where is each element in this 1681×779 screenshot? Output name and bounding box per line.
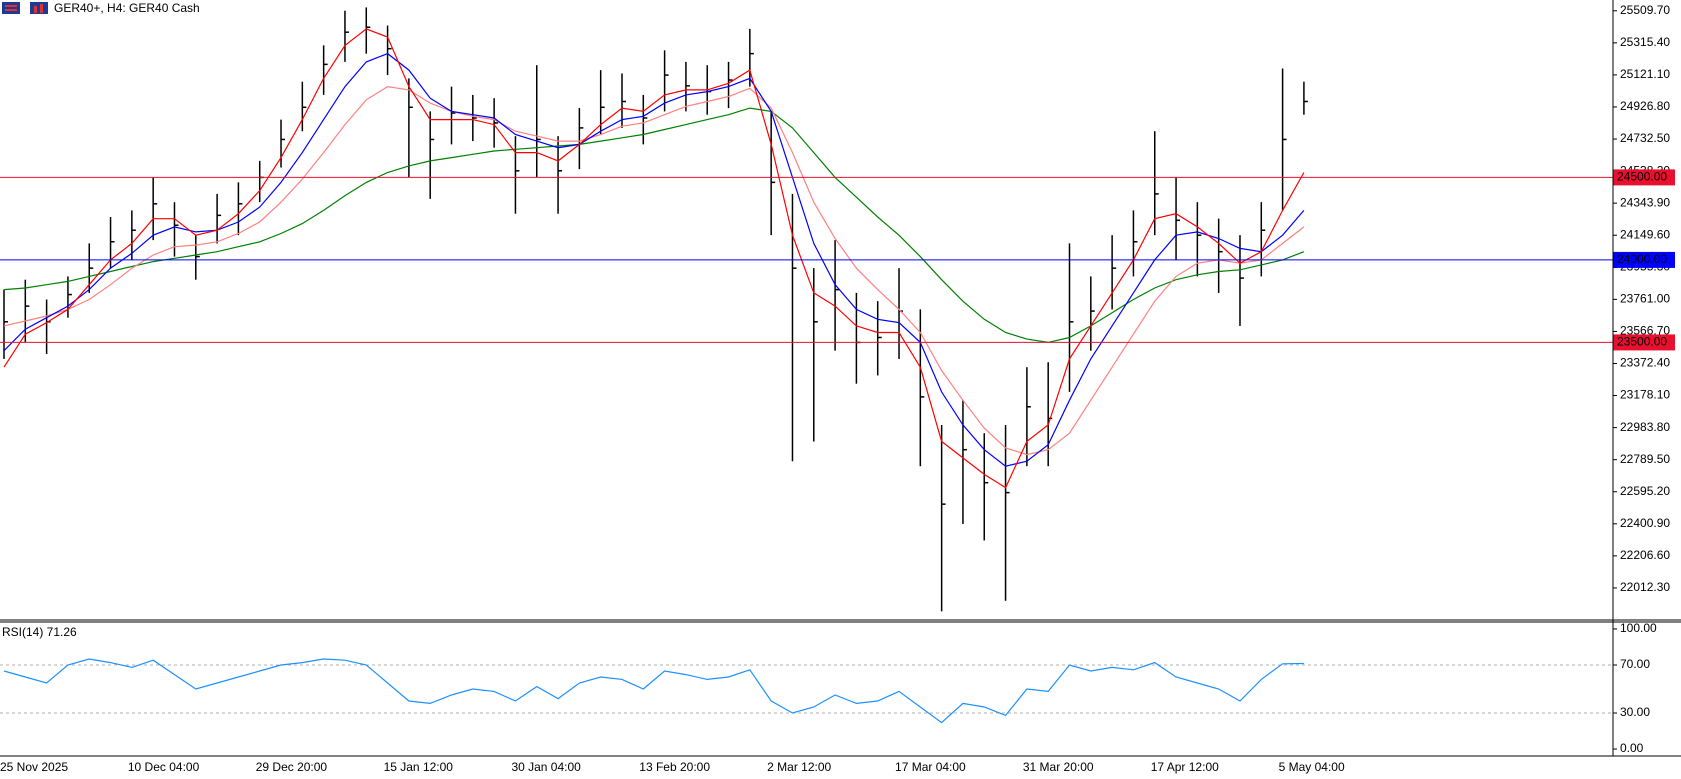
- y-tick-label: 25315.40: [1620, 35, 1670, 49]
- x-tick-label: 2 Mar 12:00: [767, 760, 831, 774]
- level-label: 24500.00: [1617, 170, 1667, 184]
- icon: [5, 9, 17, 11]
- x-tick-label: 17 Mar 04:00: [895, 760, 966, 774]
- y-tick-label: 100.00: [1620, 621, 1657, 635]
- y-tick-label: 25121.10: [1620, 67, 1670, 81]
- line-series: [3, 28, 1305, 489]
- icon: [2, 2, 20, 14]
- y-tick-label: 22012.30: [1620, 580, 1670, 594]
- level-label: 24000.00: [1617, 252, 1667, 266]
- line-series: [3, 52, 1305, 467]
- line-series: [3, 107, 1305, 344]
- x-tick-label: 13 Feb 20:00: [639, 760, 710, 774]
- y-tick-label: 30.00: [1620, 705, 1650, 719]
- y-tick-label: 24149.60: [1620, 227, 1670, 241]
- x-tick-label: 30 Jan 04:00: [511, 760, 581, 774]
- y-tick-label: 23761.00: [1620, 292, 1670, 306]
- y-tick-label: 24343.90: [1620, 195, 1670, 209]
- level-label-box: [1613, 251, 1675, 268]
- y-tick-label: 25509.70: [1620, 3, 1670, 17]
- y-tick-label: 24926.80: [1620, 99, 1670, 113]
- header-icons: [2, 2, 48, 14]
- icon: [30, 2, 48, 14]
- line-series: [3, 85, 1305, 456]
- y-tick-label: 22400.90: [1620, 516, 1670, 530]
- y-tick-label: 0.00: [1620, 741, 1644, 755]
- x-tick-label: 5 May 04:00: [1279, 760, 1345, 774]
- x-tick-label: 15 Jan 12:00: [384, 760, 454, 774]
- x-tick-label: 31 Mar 20:00: [1023, 760, 1094, 774]
- y-tick-label: 23372.40: [1620, 356, 1670, 370]
- chart-title: GER40+, H4: GER40 Cash: [54, 1, 200, 15]
- y-tick-label: 70.00: [1620, 657, 1650, 671]
- line-series: [3, 658, 1304, 724]
- x-tick-label: 25 Nov 2025: [0, 760, 68, 774]
- level-label-box: [1613, 334, 1675, 351]
- y-tick-label: 22789.50: [1620, 452, 1670, 466]
- y-tick-label: 24732.50: [1620, 131, 1670, 145]
- x-tick-label: 29 Dec 20:00: [256, 760, 328, 774]
- level-label-box: [1613, 169, 1675, 186]
- y-tick-label: 22983.80: [1620, 420, 1670, 434]
- icon: [34, 6, 37, 13]
- y-tick-label: 22206.60: [1620, 548, 1670, 562]
- x-tick-label: 17 Apr 12:00: [1151, 760, 1219, 774]
- level-label: 23500.00: [1617, 335, 1667, 349]
- y-tick-label: 23178.10: [1620, 388, 1670, 402]
- icon: [5, 5, 17, 7]
- rsi-title: RSI(14) 71.26: [2, 625, 77, 639]
- x-tick-label: 10 Dec 04:00: [128, 760, 200, 774]
- y-tick-label: 23566.70: [1620, 324, 1670, 338]
- icon: [40, 4, 43, 13]
- y-tick-label: 22595.20: [1620, 484, 1670, 498]
